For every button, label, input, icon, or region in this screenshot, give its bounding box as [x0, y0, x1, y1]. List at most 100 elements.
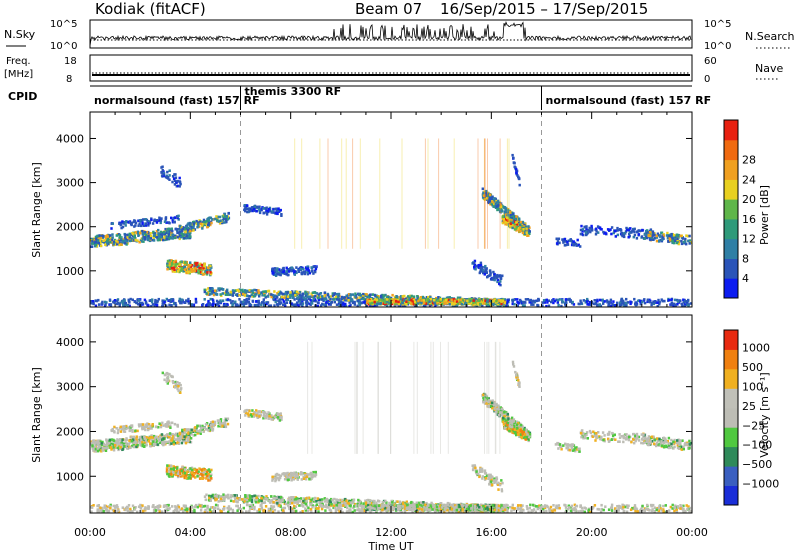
scatter-cell	[329, 297, 332, 301]
scatter-cell	[276, 267, 279, 270]
scatter-cell	[509, 222, 513, 225]
scatter-cell	[397, 302, 400, 306]
scatter-cell	[326, 293, 330, 297]
scatter-cell	[358, 303, 362, 307]
scatter-cell	[203, 264, 206, 268]
scatter-cell	[374, 295, 377, 298]
scatter-cell	[178, 236, 181, 239]
scatter-cell	[253, 505, 256, 509]
scatter-cell	[273, 267, 277, 270]
scatter-cell	[210, 292, 213, 295]
scatter-cell	[277, 290, 280, 294]
scatter-cell	[131, 504, 135, 508]
scatter-cell	[501, 209, 504, 213]
scatter-cell	[199, 262, 202, 266]
scatter-cell	[304, 294, 308, 298]
scatter-cell	[404, 303, 408, 306]
scatter-cell	[362, 509, 365, 513]
scatter-cell	[639, 300, 642, 303]
scatter-cell	[625, 228, 629, 232]
scatter-cell	[345, 294, 348, 298]
scatter-cell	[495, 299, 498, 303]
scatter-cell	[383, 294, 386, 297]
scatter-cell	[325, 301, 328, 304]
scatter-cell	[110, 238, 114, 242]
scatter-cell	[324, 297, 328, 301]
scatter-cell	[548, 510, 552, 514]
scatter-cell	[401, 295, 404, 298]
scatter-cell	[146, 238, 150, 242]
scatter-cell	[248, 289, 251, 292]
scatter-cell	[486, 191, 489, 195]
scatter-cell	[277, 302, 280, 306]
scatter-cell	[599, 304, 603, 308]
scatter-cell	[226, 506, 229, 510]
scatter-cell	[511, 298, 515, 302]
scatter-cell	[133, 300, 136, 304]
scatter-cell	[173, 301, 176, 305]
scatter-cell	[139, 503, 142, 507]
scatter-cell	[607, 508, 611, 511]
scatter-cell	[662, 504, 665, 508]
scatter-cell	[160, 174, 164, 177]
scatter-cell	[143, 237, 147, 241]
scatter-cell	[609, 298, 613, 302]
scatter-cell	[271, 507, 274, 510]
scatter-cell	[337, 508, 340, 512]
scatter-cell	[364, 294, 367, 297]
scatter-cell	[624, 301, 627, 305]
scatter-cell	[251, 291, 255, 295]
scatter-cell	[222, 507, 225, 511]
scatter-cell	[208, 302, 211, 305]
scatter-cell	[519, 504, 522, 507]
scatter-cell	[323, 294, 326, 298]
scatter-cell	[553, 508, 556, 512]
scatter-cell	[674, 235, 677, 238]
scatter-cell	[290, 266, 294, 269]
scatter-cell	[314, 270, 317, 274]
scatter-cell	[101, 509, 104, 512]
ytick-label: 4000	[56, 132, 84, 145]
scatter-cell	[523, 223, 526, 227]
scatter-cell	[217, 507, 220, 510]
scatter-cell	[336, 296, 340, 299]
colorbar-tick-label: 4	[742, 272, 749, 285]
scatter-cell	[527, 510, 530, 514]
scatter-cell	[426, 298, 429, 301]
scatter-cell	[282, 300, 286, 303]
scatter-cell	[171, 237, 174, 240]
scatter-cell	[656, 301, 659, 304]
scatter-cell	[339, 300, 343, 303]
scatter-cell	[369, 293, 372, 296]
scatter-cell	[194, 266, 198, 270]
scatter-cell	[596, 304, 599, 308]
scatter-streak	[484, 138, 486, 249]
scatter-cell	[253, 303, 256, 307]
scatter-cell	[243, 299, 246, 302]
scatter-streak	[352, 138, 354, 249]
scatter-cell	[263, 303, 267, 307]
scatter-cell	[665, 234, 669, 237]
scatter-cell	[579, 509, 582, 513]
scatter-cell	[504, 216, 507, 219]
scatter-cell	[680, 302, 683, 306]
scatter-cell	[233, 289, 237, 293]
scatter-cell	[513, 507, 516, 510]
scatter-cell	[291, 293, 294, 297]
scatter-cell	[168, 298, 171, 302]
scatter-cell	[515, 226, 518, 229]
scatter-cell	[184, 232, 187, 236]
scatter-cell	[287, 505, 291, 509]
scatter-cell	[151, 298, 154, 301]
scatter-cell	[415, 304, 418, 308]
scatter-cell	[346, 506, 349, 510]
scatter-cell	[185, 299, 188, 302]
scatter-cell	[641, 228, 644, 232]
scatter-cell	[151, 222, 155, 225]
scatter-cell	[159, 230, 163, 234]
scatter-cell	[184, 508, 187, 512]
scatter-cell	[646, 508, 650, 511]
scatter-cell	[679, 234, 682, 238]
scatter-cell	[365, 293, 368, 296]
scatter-cell	[180, 301, 183, 305]
